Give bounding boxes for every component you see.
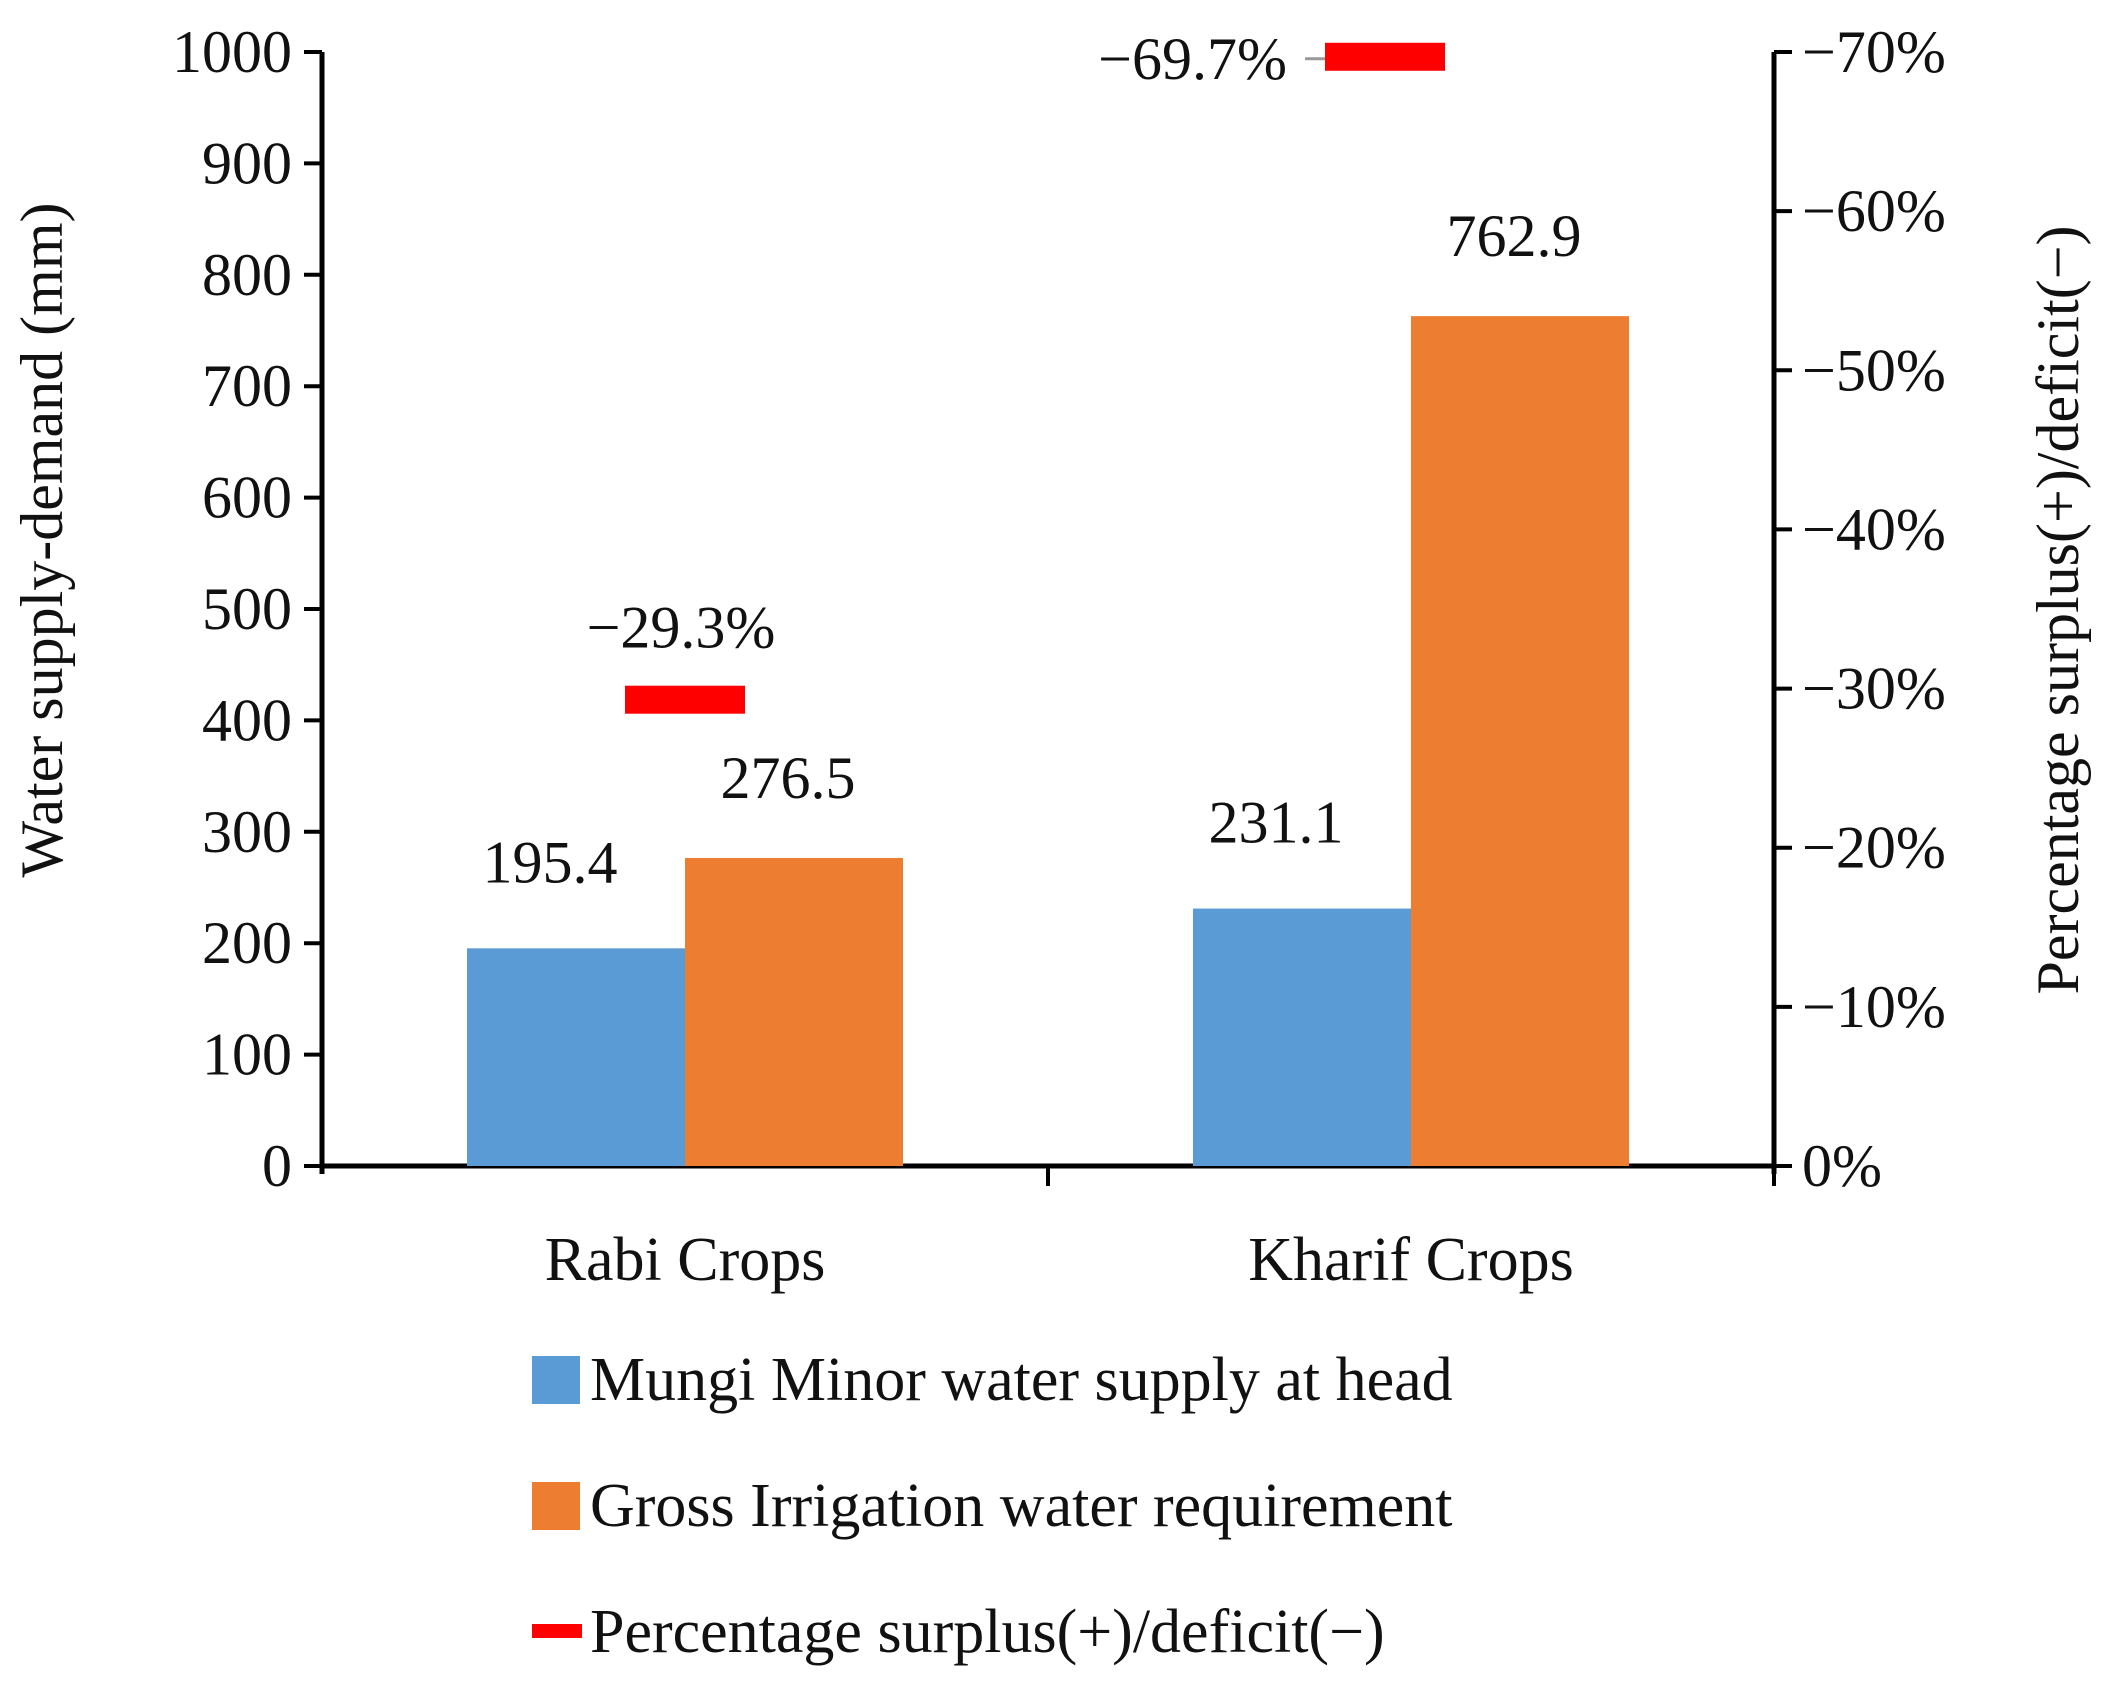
y-tick-label: 400 [202, 687, 292, 753]
y-axis-title: Water supply-demand (mm) [9, 203, 75, 878]
y-tick-label: 500 [202, 576, 292, 642]
y-tick-label: 300 [202, 799, 292, 865]
deficit-marker [1325, 42, 1445, 71]
legend-label: Percentage surplus(+)/deficit(−) [590, 1598, 1385, 1666]
bar [685, 857, 903, 1166]
legend-swatch [532, 1482, 580, 1530]
bar [1411, 316, 1629, 1166]
y-tick-label: 900 [202, 130, 292, 196]
bar [1193, 908, 1411, 1166]
category-label: Kharif Crops [1248, 1226, 1573, 1294]
legend-label: Mungi Minor water supply at head [590, 1346, 1453, 1414]
deficit-data-label: −69.7% [1098, 26, 1287, 92]
bar-data-label: 762.9 [1447, 203, 1582, 269]
y-tick-label: 600 [202, 465, 292, 531]
legend: Mungi Minor water supply at head Gross Ir… [532, 1346, 1453, 1666]
category-label: Rabi Crops [545, 1226, 826, 1294]
deficit-data-label: −29.3% [587, 595, 776, 661]
bar-data-label: 276.5 [721, 745, 856, 811]
y-tick-label: 1000 [172, 19, 292, 85]
y2-tick-label: −10% [1802, 974, 1946, 1040]
y2-tick-label: −70% [1802, 19, 1946, 85]
y2-tick-label: −40% [1802, 496, 1946, 562]
bar-data-label: 195.4 [483, 829, 618, 895]
legend-swatch [532, 1624, 582, 1638]
y-tick-label: 800 [202, 242, 292, 308]
y2-axis-title: Percentage surplus(+)/deficit(−) [2025, 225, 2091, 994]
bar [467, 948, 685, 1166]
bar-data-label: 231.1 [1209, 790, 1344, 856]
y-tick-label: 200 [202, 910, 292, 976]
deficit-marker [625, 685, 745, 714]
y-tick-label: 0 [262, 1133, 292, 1199]
y2-tick-label: 0% [1802, 1133, 1882, 1199]
legend-label: Gross Irrigation water requirement [590, 1472, 1453, 1540]
y2-tick-label: −50% [1802, 337, 1946, 403]
legend-swatch [532, 1356, 580, 1404]
y-tick-label: 700 [202, 353, 292, 419]
y2-tick-label: −60% [1802, 178, 1946, 244]
y2-tick-label: −20% [1802, 815, 1946, 881]
y-tick-label: 100 [202, 1022, 292, 1088]
y2-tick-label: −30% [1802, 656, 1946, 722]
